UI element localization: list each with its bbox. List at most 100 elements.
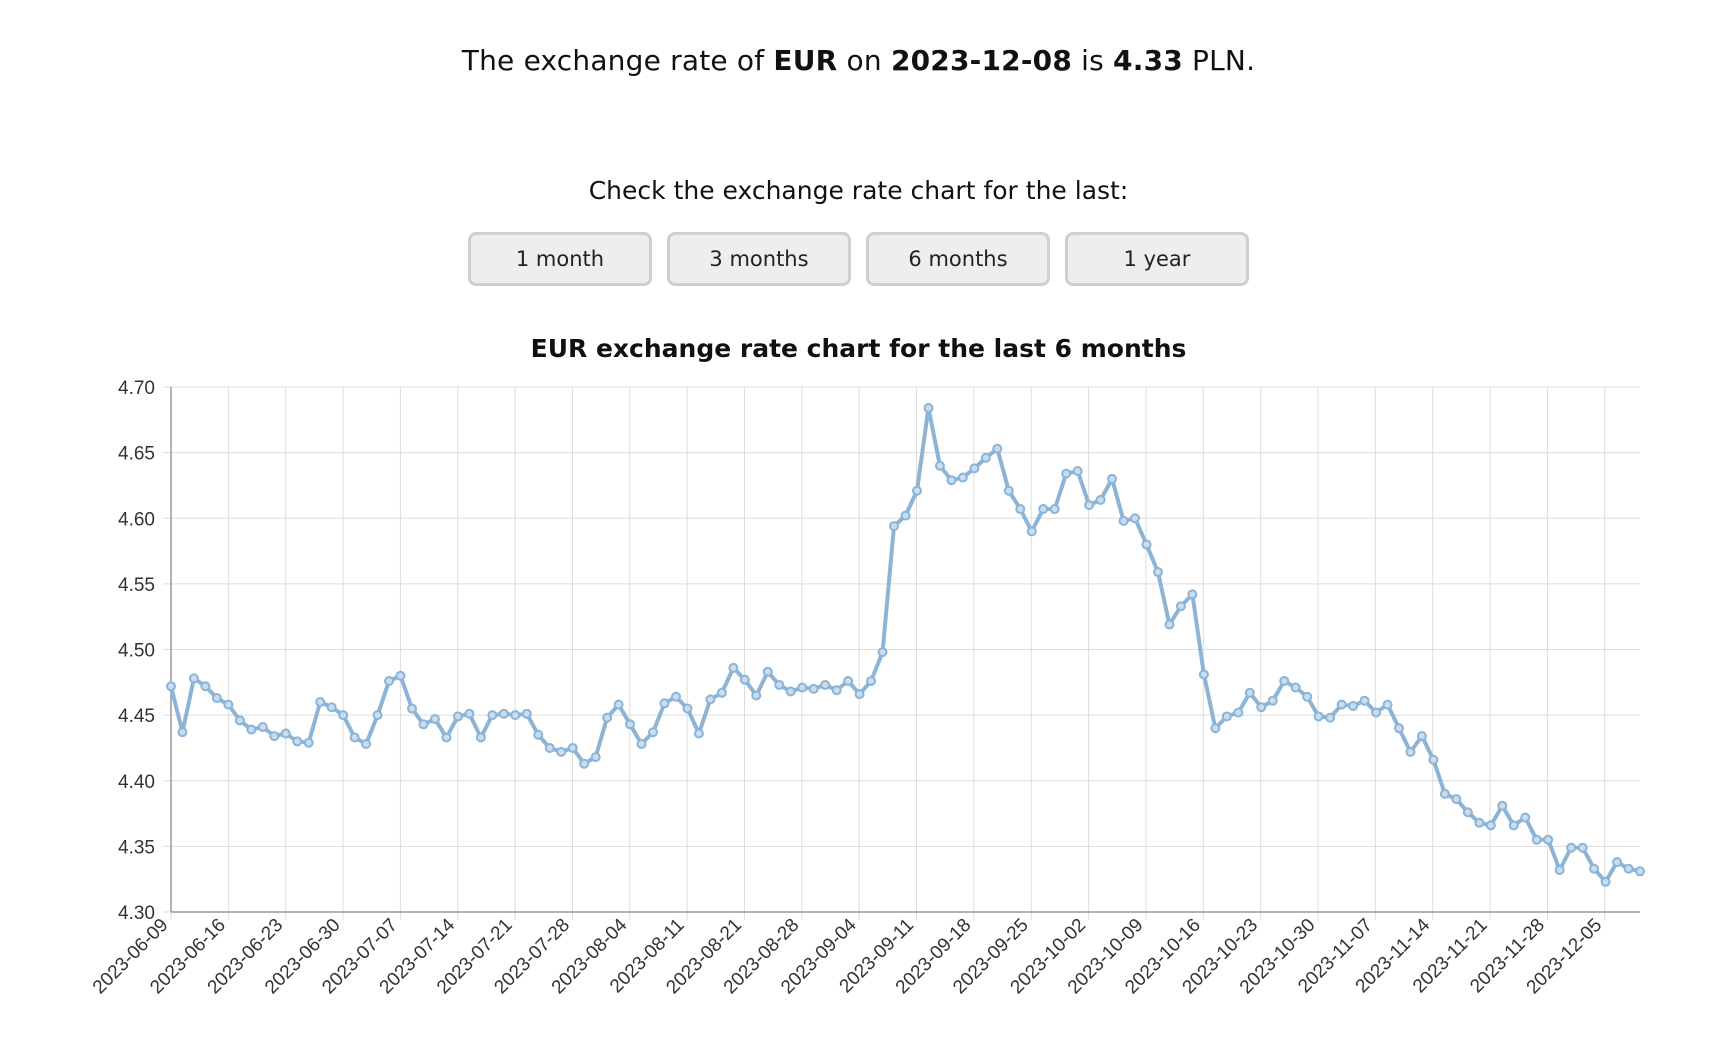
data-point <box>556 746 567 757</box>
data-point <box>188 673 199 684</box>
data-point <box>1393 723 1404 734</box>
data-point <box>1049 504 1060 515</box>
data-point <box>1416 731 1427 742</box>
data-point <box>579 758 590 769</box>
data-point <box>1531 834 1542 845</box>
headline-prefix: The exchange rate of <box>461 44 765 77</box>
data-point <box>739 674 750 685</box>
data-point <box>1543 834 1554 845</box>
data-point <box>911 485 922 496</box>
data-point <box>1566 842 1577 853</box>
data-point <box>1290 682 1301 693</box>
data-point <box>1267 695 1278 706</box>
data-point <box>326 702 337 713</box>
data-point <box>303 737 314 748</box>
data-point <box>349 732 360 743</box>
data-point <box>1623 863 1634 874</box>
data-point <box>292 736 303 747</box>
data-point <box>1084 500 1095 511</box>
data-point <box>1508 820 1519 831</box>
data-point <box>980 452 991 463</box>
data-point <box>441 732 452 743</box>
data-point <box>1313 711 1324 722</box>
data-point <box>1325 712 1336 723</box>
data-point <box>670 691 681 702</box>
data-point <box>728 662 739 673</box>
data-point <box>797 682 808 693</box>
data-point <box>1382 699 1393 710</box>
headline-on: on <box>846 44 882 77</box>
y-tick-label: 4.30 <box>118 903 155 924</box>
data-point <box>1107 473 1118 484</box>
data-point <box>1520 812 1531 823</box>
period-1-year-button[interactable]: 1 year <box>1065 232 1249 286</box>
data-point <box>1302 691 1313 702</box>
data-point <box>682 703 693 714</box>
data-point <box>843 676 854 686</box>
data-point <box>1336 699 1347 710</box>
data-point <box>1428 754 1439 765</box>
data-point <box>854 689 865 700</box>
data-point <box>625 719 636 730</box>
data-point <box>452 711 463 722</box>
period-3-months-button[interactable]: 3 months <box>667 232 851 286</box>
data-point <box>475 732 486 743</box>
data-point <box>602 712 613 723</box>
period-1-month-button[interactable]: 1 month <box>468 232 652 286</box>
data-point <box>1485 820 1496 831</box>
data-point <box>1612 857 1623 868</box>
y-tick-label: 4.60 <box>118 509 155 530</box>
data-point <box>774 679 785 690</box>
period-6-months-button[interactable]: 6 months <box>866 232 1050 286</box>
data-point <box>1210 723 1221 734</box>
period-button-group: 1 month 3 months 6 months 1 year <box>0 232 1717 286</box>
data-point <box>1359 695 1370 706</box>
currency-code: EUR <box>773 44 838 77</box>
data-point <box>429 714 440 725</box>
rate-date: 2023-12-08 <box>890 44 1073 77</box>
headline-is: is <box>1081 44 1104 77</box>
data-point <box>1164 619 1175 630</box>
data-point <box>1600 876 1611 887</box>
data-point <box>934 460 945 471</box>
data-point <box>1279 676 1290 686</box>
data-point <box>223 699 234 710</box>
data-point <box>177 727 188 738</box>
data-point <box>820 679 831 690</box>
series-line <box>169 406 1642 884</box>
data-point <box>544 742 555 753</box>
data-point <box>877 647 888 658</box>
data-point <box>1221 711 1232 722</box>
data-point <box>200 681 211 692</box>
period-prompt: Check the exchange rate chart for the la… <box>588 176 1129 205</box>
rate-value: 4.33 <box>1113 44 1183 77</box>
data-point <box>705 694 716 705</box>
data-point <box>831 685 842 696</box>
data-point <box>315 697 326 707</box>
data-point <box>1118 515 1129 526</box>
quote-currency: PLN. <box>1192 44 1256 77</box>
data-point <box>1130 513 1141 524</box>
data-point <box>1256 702 1267 713</box>
data-point <box>659 698 670 709</box>
data-point <box>1175 601 1186 612</box>
data-point <box>1577 842 1588 853</box>
data-point <box>1554 865 1565 875</box>
data-point <box>1187 589 1198 600</box>
y-tick-label: 4.65 <box>118 444 155 465</box>
data-point <box>1589 863 1600 874</box>
data-point <box>693 728 704 739</box>
data-point <box>1038 504 1049 515</box>
data-point <box>338 710 349 721</box>
data-point <box>1095 494 1106 505</box>
y-tick-label: 4.40 <box>118 772 155 793</box>
data-point <box>1141 539 1152 550</box>
data-point <box>1072 466 1083 476</box>
data-point <box>166 681 176 692</box>
data-point <box>1497 800 1508 811</box>
data-point <box>246 724 257 735</box>
y-tick-label: 4.55 <box>118 575 155 596</box>
data-point <box>1462 807 1473 818</box>
y-tick-label: 4.45 <box>118 706 155 727</box>
